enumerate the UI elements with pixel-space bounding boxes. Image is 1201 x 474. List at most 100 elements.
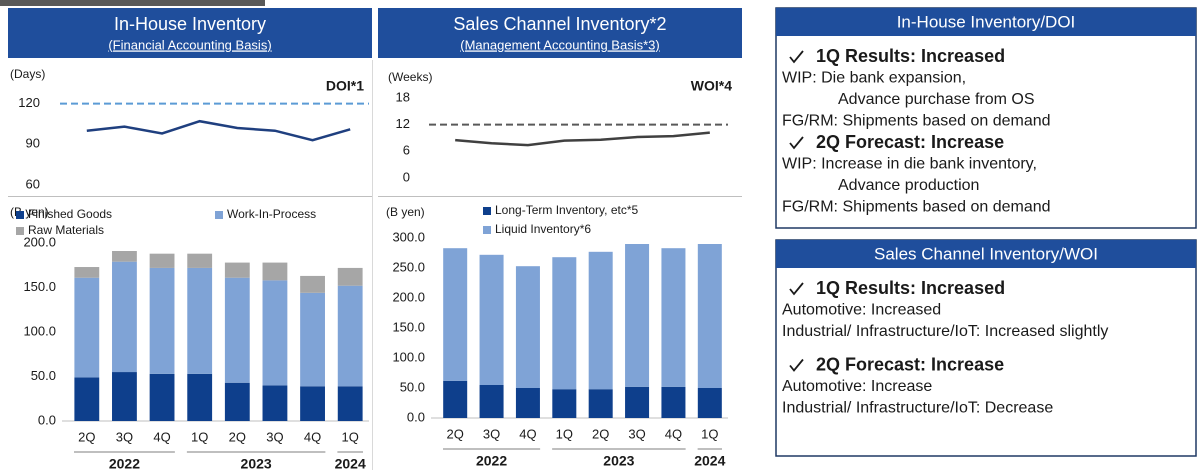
panel-subtitle: (Financial Accounting Basis) xyxy=(108,37,271,52)
check-icon xyxy=(789,136,804,150)
divider xyxy=(8,196,372,197)
bar-segment xyxy=(262,262,288,281)
y-tick-label: 200.0 xyxy=(23,234,56,249)
box-text: FG/RM: Shipments based on demand xyxy=(782,113,1051,130)
check-icon xyxy=(789,50,804,64)
y-tick-label: 100.0 xyxy=(23,323,56,338)
bar-segment xyxy=(443,248,468,381)
bar-segment xyxy=(224,277,250,383)
box-text: Automotive: Increased xyxy=(782,302,941,319)
bar-segment xyxy=(300,386,325,421)
bar-segment xyxy=(697,244,722,388)
bar-segment xyxy=(187,373,213,421)
bar-segment xyxy=(74,377,100,421)
box-text: WIP: Die bank expansion, xyxy=(782,70,966,87)
x-tick-label: 4Q xyxy=(304,429,321,444)
x-tick-label: 1Q xyxy=(556,426,573,441)
corner-label: WOI*4 xyxy=(691,78,732,94)
legend-label: Liquid Inventory*6 xyxy=(495,222,591,236)
divider xyxy=(378,196,742,197)
legend-label: Work-In-Process xyxy=(227,207,316,221)
y-tick-label: 120 xyxy=(18,95,40,110)
check-icon xyxy=(789,282,804,296)
group-label: 2024 xyxy=(694,453,725,469)
legend-label: Long-Term Inventory, etc*5 xyxy=(495,203,639,217)
group-label: 2024 xyxy=(335,456,366,472)
box-heading: 2Q Forecast: Increase xyxy=(816,132,1004,152)
x-tick-label: 4Q xyxy=(665,426,682,441)
bar-segment xyxy=(661,248,686,387)
bar-segment xyxy=(149,253,175,268)
box xyxy=(775,239,1197,457)
box-title: In-House Inventory/DOI xyxy=(897,12,1076,31)
corner-label: DOI*1 xyxy=(326,78,364,94)
box-title: Sales Channel Inventory/WOI xyxy=(874,244,1098,263)
x-tick-label: 1Q xyxy=(191,429,208,444)
x-tick-label: 4Q xyxy=(153,429,170,444)
x-tick-label: 3Q xyxy=(483,426,500,441)
group-label: 2022 xyxy=(109,456,140,472)
group-label: 2023 xyxy=(241,456,272,472)
y-tick-label: 60 xyxy=(26,176,40,191)
box-heading: 1Q Results: Increased xyxy=(816,46,1005,66)
bar-segment xyxy=(187,267,213,374)
bar-segment xyxy=(479,385,504,418)
box-text: Industrial/ Infrastructure/IoT: Decrease xyxy=(782,400,1053,417)
bar-segment xyxy=(112,261,137,373)
bar-segment xyxy=(479,254,504,385)
bar-segment xyxy=(588,389,613,418)
bar-segment xyxy=(74,277,100,378)
y-tick-label: 200.0 xyxy=(392,289,425,304)
x-tick-label: 3Q xyxy=(266,429,283,444)
bar-segment xyxy=(149,373,175,421)
panel-header xyxy=(8,8,372,58)
y-tick-label: 0 xyxy=(403,169,410,184)
panel-header xyxy=(378,8,742,58)
y-tick-label: 12 xyxy=(396,116,410,131)
y-tick-label: 250.0 xyxy=(392,259,425,274)
box-heading: 2Q Forecast: Increase xyxy=(816,354,1004,374)
legend-label: Raw Materials xyxy=(28,223,104,237)
y-tick-label: 150.0 xyxy=(23,279,56,294)
bar-segment xyxy=(661,386,686,418)
bar-segment xyxy=(300,275,325,293)
y-tick-label: 90 xyxy=(26,136,40,151)
bar-segment xyxy=(224,262,250,278)
x-tick-label: 2Q xyxy=(78,429,95,444)
legend-swatch xyxy=(16,227,24,235)
top-bar xyxy=(0,0,265,6)
y-tick-label: 0.0 xyxy=(407,409,425,424)
x-tick-label: 4Q xyxy=(519,426,536,441)
legend-swatch xyxy=(483,207,491,215)
box-text: Advance production xyxy=(838,177,979,194)
bar-segment xyxy=(187,253,213,268)
legend-swatch xyxy=(16,211,24,219)
legend-swatch xyxy=(215,211,223,219)
bar-segment xyxy=(588,251,613,390)
legend-swatch xyxy=(483,226,491,234)
x-tick-label: 2Q xyxy=(447,426,464,441)
legend-label: Finished Goods xyxy=(28,207,112,221)
box-text: WIP: Increase in die bank inventory, xyxy=(782,156,1037,173)
y-tick-label: 150.0 xyxy=(392,319,425,334)
y-axis-label: (Weeks) xyxy=(388,70,432,84)
box-text: Advance purchase from OS xyxy=(838,91,1035,108)
bar-segment xyxy=(337,285,363,387)
bar-segment xyxy=(625,386,650,418)
x-tick-label: 3Q xyxy=(116,429,133,444)
check-icon xyxy=(789,358,804,372)
bar-segment xyxy=(262,385,288,421)
box-header xyxy=(776,240,1196,268)
bar-segment xyxy=(515,388,540,418)
x-tick-label: 2Q xyxy=(592,426,609,441)
y-tick-label: 0.0 xyxy=(38,412,56,427)
panel-subtitle: (Management Accounting Basis*3) xyxy=(460,37,659,52)
x-tick-label: 3Q xyxy=(628,426,645,441)
bar-segment xyxy=(697,388,722,418)
x-tick-label: 1Q xyxy=(342,429,359,444)
group-label: 2023 xyxy=(603,453,634,469)
y-tick-label: 6 xyxy=(403,143,410,158)
bar-segment xyxy=(443,380,468,418)
bar-segment xyxy=(337,267,363,286)
